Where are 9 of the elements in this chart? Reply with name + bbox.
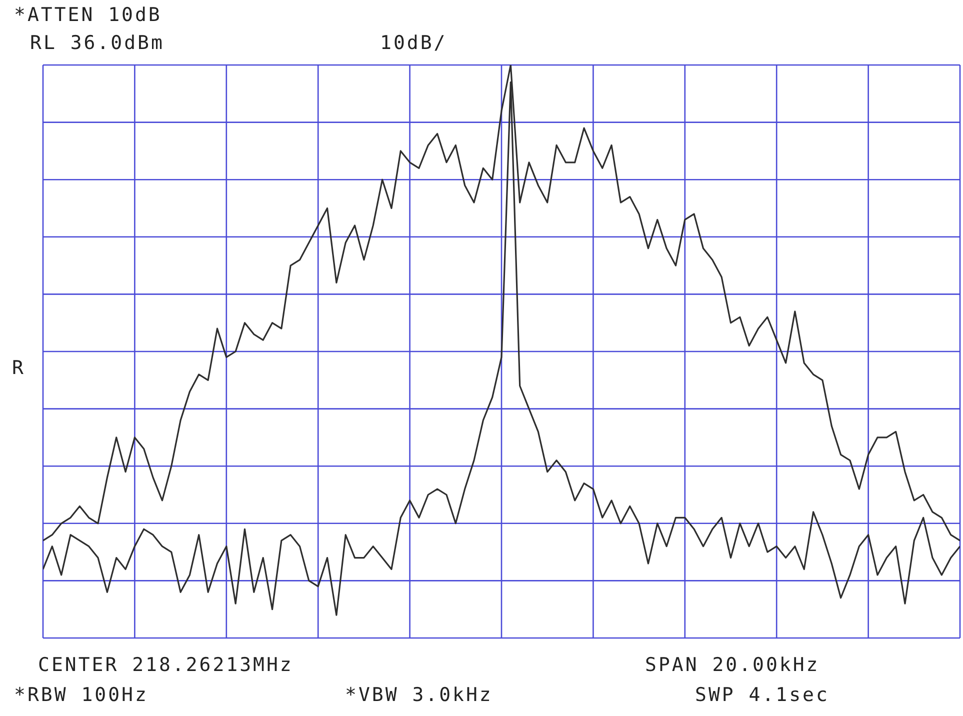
- text: SWP 4.1sec: [695, 684, 830, 706]
- text: *VBW 3.0kHz: [345, 684, 493, 706]
- text: *ATTEN 10dB: [14, 4, 162, 26]
- text: 10dB/: [380, 32, 448, 54]
- text: R: [12, 357, 26, 379]
- text: SPAN 20.00kHz: [645, 654, 820, 676]
- text: *RBW 100Hz: [14, 684, 148, 706]
- text: CENTER 218.26213MHz: [38, 654, 294, 676]
- text: RL 36.0dBm: [30, 32, 164, 54]
